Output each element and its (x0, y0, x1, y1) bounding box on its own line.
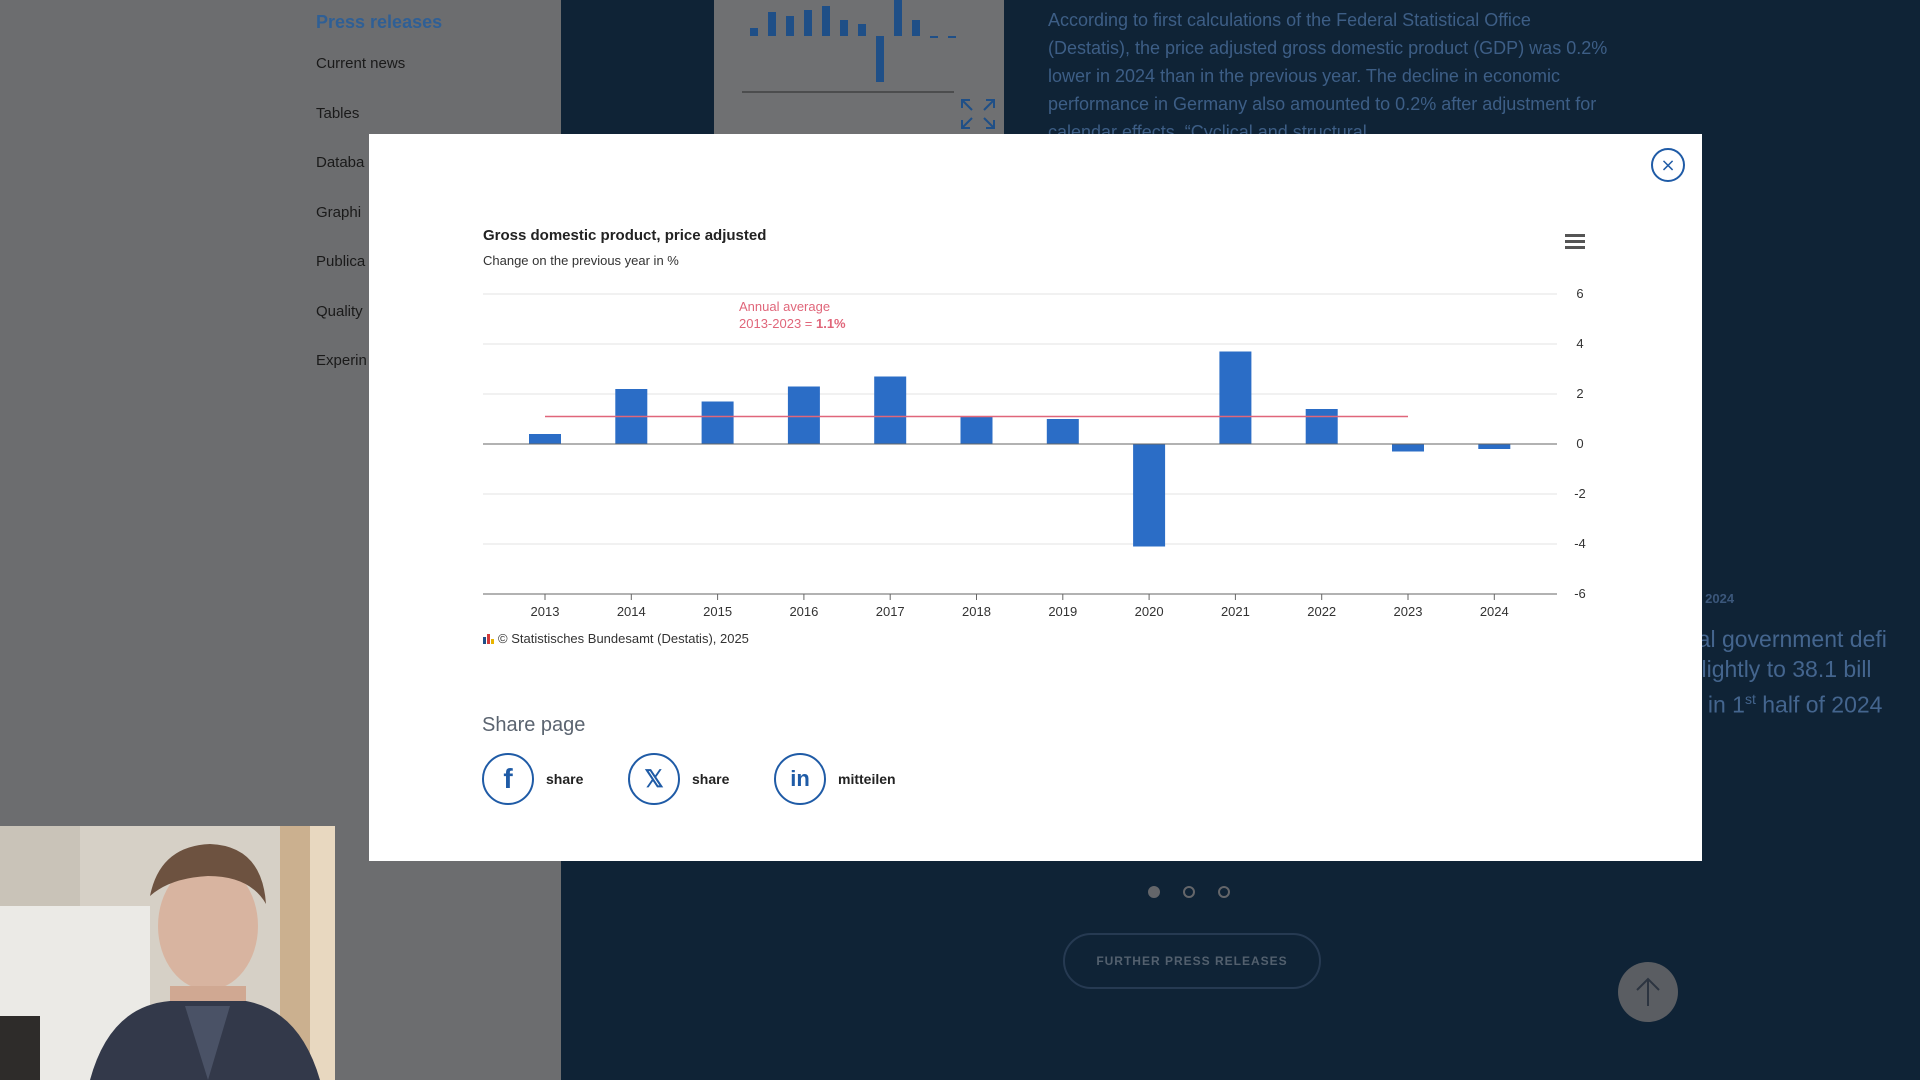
x-tick-label: 2023 (1394, 604, 1423, 619)
press-release-text: According to first calculations of the F… (1048, 10, 1608, 142)
sidebar-item-experimental[interactable]: Experin (316, 352, 367, 369)
bar-2018 (960, 416, 993, 444)
webcam-person-image (0, 826, 335, 1080)
sidebar-title[interactable]: Press releases (316, 12, 443, 32)
bar-2021 (1219, 351, 1252, 444)
destatis-logo-icon (483, 634, 494, 644)
y-tick-label: 6 (1576, 286, 1583, 301)
x-icon: 𝕏 (628, 753, 680, 805)
chart-thumbnail[interactable] (714, 0, 1004, 135)
side-teaser-line1: ral government defi (1690, 626, 1887, 652)
y-tick-label: -4 (1574, 536, 1586, 551)
x-tick-label: 2017 (876, 604, 905, 619)
sidebar-item-databases[interactable]: Databa (316, 154, 365, 171)
share-page-title: Share page (482, 714, 586, 736)
close-icon: × (1660, 154, 1676, 176)
x-tick-label: 2015 (703, 604, 732, 619)
share-linkedin-button[interactable]: in mitteilen (774, 753, 896, 805)
y-tick-label: -6 (1574, 586, 1586, 601)
sidebar-item-current-news[interactable]: Current news (316, 55, 406, 72)
sidebar-nav: Press releases Current news Tables Datab… (316, 12, 442, 402)
gdp-bar-chart: 6 4 2 0 -2 -4 -6 2013 2014 2015 2016 2017 2018 2019 20… (483, 286, 1586, 619)
chart-title: Gross domestic product, price adjusted (483, 227, 767, 244)
expand-icon (961, 99, 995, 129)
linkedin-icon: in (774, 753, 826, 805)
chart-menu-icon[interactable] (1565, 234, 1585, 250)
arrow-up-icon (1636, 977, 1660, 1006)
close-button[interactable]: × (1651, 148, 1685, 182)
bar-2023 (1392, 444, 1424, 452)
chart-modal: × Gross domestic product, price adjusted… (369, 134, 1702, 861)
share-x-button[interactable]: 𝕏 share (628, 753, 729, 805)
bar-2024 (1478, 444, 1511, 449)
share-x-label: share (692, 771, 730, 787)
bar-2016 (787, 386, 820, 444)
x-tick-label: 2013 (531, 604, 560, 619)
chart-subtitle: Change on the previous year in % (483, 253, 679, 268)
sidebar-item-graphics[interactable]: Graphi (316, 203, 362, 221)
y-tick-label: -2 (1574, 486, 1586, 501)
x-tick-label: 2022 (1307, 604, 1336, 619)
bar-2022 (1305, 409, 1338, 444)
carousel-dot-1[interactable] (1148, 886, 1160, 898)
sidebar-item-tables[interactable]: Tables (316, 104, 360, 122)
y-tick-label: 2 (1576, 386, 1583, 401)
bar-2020 (1133, 444, 1166, 547)
bar-2017 (874, 376, 907, 444)
bar-2019 (1046, 419, 1079, 444)
y-tick-label: 4 (1576, 336, 1583, 351)
carousel-dot-2[interactable] (1183, 886, 1195, 898)
further-press-releases-button[interactable]: FURTHER PRESS RELEASES (1063, 933, 1321, 989)
x-tick-label: 2014 (617, 604, 646, 619)
side-teaser-line2: slightly to 38.1 bill (1690, 656, 1872, 682)
chart-copyright: © Statistisches Bundesamt (Destatis), 20… (483, 631, 749, 646)
webcam-overlay (0, 826, 335, 1080)
y-tick-label: 0 (1576, 436, 1583, 451)
side-teaser-line3: s in 1st half of 2024 (1690, 691, 1883, 718)
scroll-to-top-button[interactable] (1618, 962, 1678, 1022)
x-tick-label: 2016 (789, 604, 818, 619)
x-tick-label: 2020 (1135, 604, 1164, 619)
share-linkedin-label: mitteilen (838, 771, 896, 787)
share-facebook-button[interactable]: f share (482, 753, 583, 805)
bar-2015 (701, 401, 734, 444)
x-tick-label: 2024 (1480, 604, 1509, 619)
sidebar-item-quality[interactable]: Quality (316, 302, 363, 320)
x-tick-label: 2018 (962, 604, 991, 619)
share-facebook-label: share (546, 771, 584, 787)
average-label-value: 2013-2023 = 1.1% (739, 316, 846, 331)
bar-2013 (529, 434, 561, 444)
side-teaser[interactable]: st 2024 ral government defi slightly to … (1690, 590, 1887, 720)
x-tick-label: 2021 (1221, 604, 1250, 619)
average-label: Annual average (739, 299, 830, 314)
sidebar-item-publications[interactable]: Publica (316, 253, 366, 270)
x-tick-label: 2019 (1048, 604, 1077, 619)
thumbnail-chart-icon (742, 0, 995, 129)
carousel-dots (1148, 886, 1230, 898)
carousel-dot-3[interactable] (1218, 886, 1230, 898)
facebook-icon: f (482, 753, 534, 805)
